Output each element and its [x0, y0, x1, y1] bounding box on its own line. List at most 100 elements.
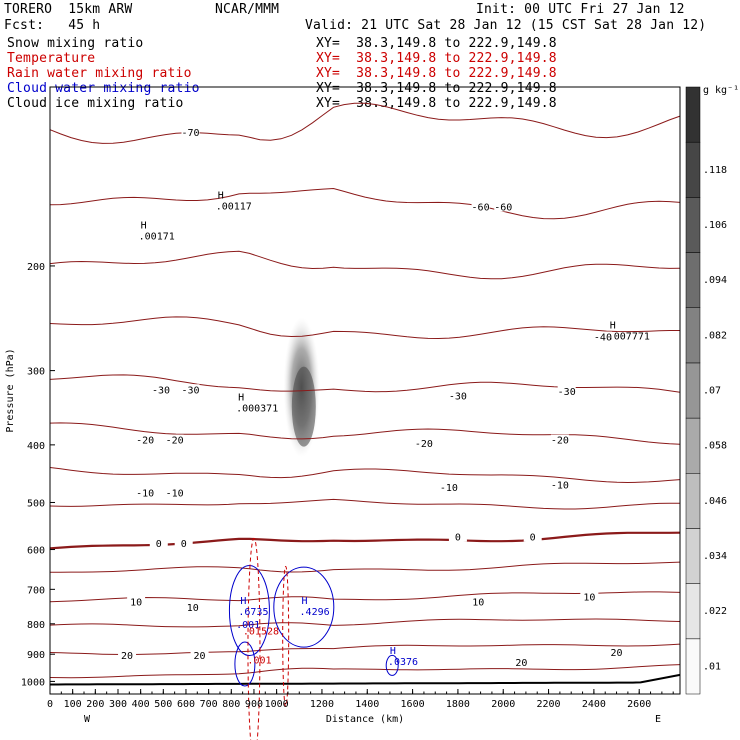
isotherm-label: 10: [130, 598, 142, 609]
x-tick-label: 0: [47, 699, 53, 710]
isotherm-label: -30: [449, 392, 467, 403]
colorbar-segment: [685, 528, 701, 584]
extremum-marker: H: [141, 221, 147, 232]
isotherm-line: [49, 618, 681, 628]
extremum-marker: H: [390, 646, 396, 657]
isotherm-line: [49, 498, 680, 510]
colorbar-tick-label: .118: [703, 165, 727, 176]
isotherm-line: [49, 561, 681, 573]
y-tick-label: 700: [27, 585, 45, 596]
field-name: Rain water mixing ratio: [7, 66, 192, 81]
y-tick-label: 1000: [21, 677, 45, 688]
colorbar-tick-label: .034: [703, 551, 727, 562]
forecast-hour: Fcst: 45 h: [4, 18, 101, 33]
isotherm-label-bg: [448, 531, 467, 542]
x-tick-label: 300: [109, 699, 127, 710]
colorbar-tick-label: .058: [703, 441, 727, 452]
terrain-line: [50, 673, 681, 686]
isotherm-label: 10: [583, 592, 595, 603]
colorbar-segment: [685, 362, 701, 419]
colorbar-segment: [685, 252, 701, 308]
isotherm-label-bg: [469, 596, 488, 607]
org-label: NCAR/MMM: [215, 2, 280, 17]
colorbar-tick-label: .082: [703, 330, 727, 341]
isotherm-label: 0: [156, 539, 162, 550]
colorbar-tick-label: .01: [703, 661, 721, 672]
isotherm-label: 0: [530, 533, 536, 544]
x-tick-label: 700: [200, 699, 218, 710]
isotherm-label-bg: [127, 596, 146, 607]
isotherm-label-bg: [448, 390, 467, 401]
colorbar-tick-label: .07: [703, 386, 721, 397]
colorbar-tick-label: .106: [703, 220, 727, 231]
y-tick-label: 300: [27, 367, 45, 378]
plot-frame: [49, 86, 681, 695]
isotherm-line: [49, 250, 681, 280]
init-time: Init: 00 UTC Fri 27 Jan 12: [476, 2, 685, 17]
isotherm-label: -20: [551, 436, 569, 447]
isotherm-label-bg: [471, 201, 490, 212]
isotherm-label: 10: [187, 603, 199, 614]
isotherm-label-bg: [118, 650, 137, 661]
isotherm-label: 0: [455, 533, 461, 544]
isotherm-label: -10: [166, 489, 184, 500]
extremum-value: .007771: [608, 332, 650, 343]
extremum-value: .000371: [236, 403, 278, 414]
field-name: Cloud water mixing ratio: [7, 81, 200, 96]
extremum-value: .4296: [300, 607, 330, 618]
x-tick-label: 500: [154, 699, 172, 710]
isotherm-label: -70: [181, 128, 199, 139]
colorbar-tick-label: .094: [703, 275, 727, 286]
isotherm-label: 0: [181, 539, 187, 550]
colorbar-segment: [685, 86, 701, 143]
isotherm-label: -30: [152, 385, 170, 396]
isotherm-label: 10: [472, 598, 484, 609]
field-xy-range: XY= 38.3,149.8 to 222.9,149.8: [316, 51, 557, 66]
isotherm-label-bg: [136, 434, 155, 445]
isotherm-label: -20: [136, 436, 154, 447]
x-tick-label: 200: [86, 699, 104, 710]
isotherm-label: 20: [121, 651, 133, 662]
y-tick-label: 200: [27, 262, 45, 273]
isotherm-label: -30: [181, 385, 199, 396]
field-xy-range: XY= 38.3,149.8 to 222.9,149.8: [316, 36, 557, 51]
isotherm-line: [49, 467, 681, 484]
isotherm-line: [49, 591, 681, 603]
x-tick-label: 400: [132, 699, 150, 710]
x-tick-label: 1400: [355, 699, 379, 710]
x-tick-label: 2200: [537, 699, 561, 710]
colorbar-segment: [685, 417, 701, 474]
isotherm-line: [49, 664, 681, 679]
isotherm-label-bg: [512, 657, 531, 668]
extremum-marker: H: [610, 321, 616, 332]
cloud-water-contour: [273, 566, 335, 648]
isotherm-label-bg: [607, 647, 626, 658]
west-label: W: [84, 714, 91, 725]
snow-shading-core: [291, 366, 316, 447]
isotherm-label-bg: [149, 538, 168, 549]
x-axis-label: Distance (km): [326, 714, 404, 725]
cloud-water-contour: [234, 641, 256, 687]
isotherm-line: [49, 643, 681, 655]
isotherm-label-bg: [174, 538, 193, 549]
isotherm-label: 20: [611, 648, 623, 659]
colorbar-segment: [685, 638, 701, 695]
isotherm-label-bg: [181, 127, 200, 138]
isotherm-label-bg: [136, 487, 155, 498]
valid-time: Valid: 21 UTC Sat 28 Jan 12 (15 CST Sat …: [305, 18, 707, 33]
isotherm-line: [49, 531, 681, 550]
isotherm-label: -10: [440, 483, 458, 494]
isotherm-label-bg: [580, 591, 599, 602]
isotherm-label-bg: [165, 487, 184, 498]
colorbar-segment: [685, 197, 701, 253]
cloud-water-contour: [385, 654, 399, 676]
isotherm-label-bg: [523, 531, 542, 542]
y-tick-label: 400: [27, 441, 45, 452]
extremum-value: .0376: [388, 657, 418, 668]
x-tick-label: 1800: [446, 699, 470, 710]
extremum-value: .01528: [243, 626, 279, 637]
x-tick-label: 800: [222, 699, 240, 710]
isotherm-label: -30: [558, 387, 576, 398]
y-tick-label: 500: [27, 498, 45, 509]
y-tick-label: 600: [27, 546, 45, 557]
